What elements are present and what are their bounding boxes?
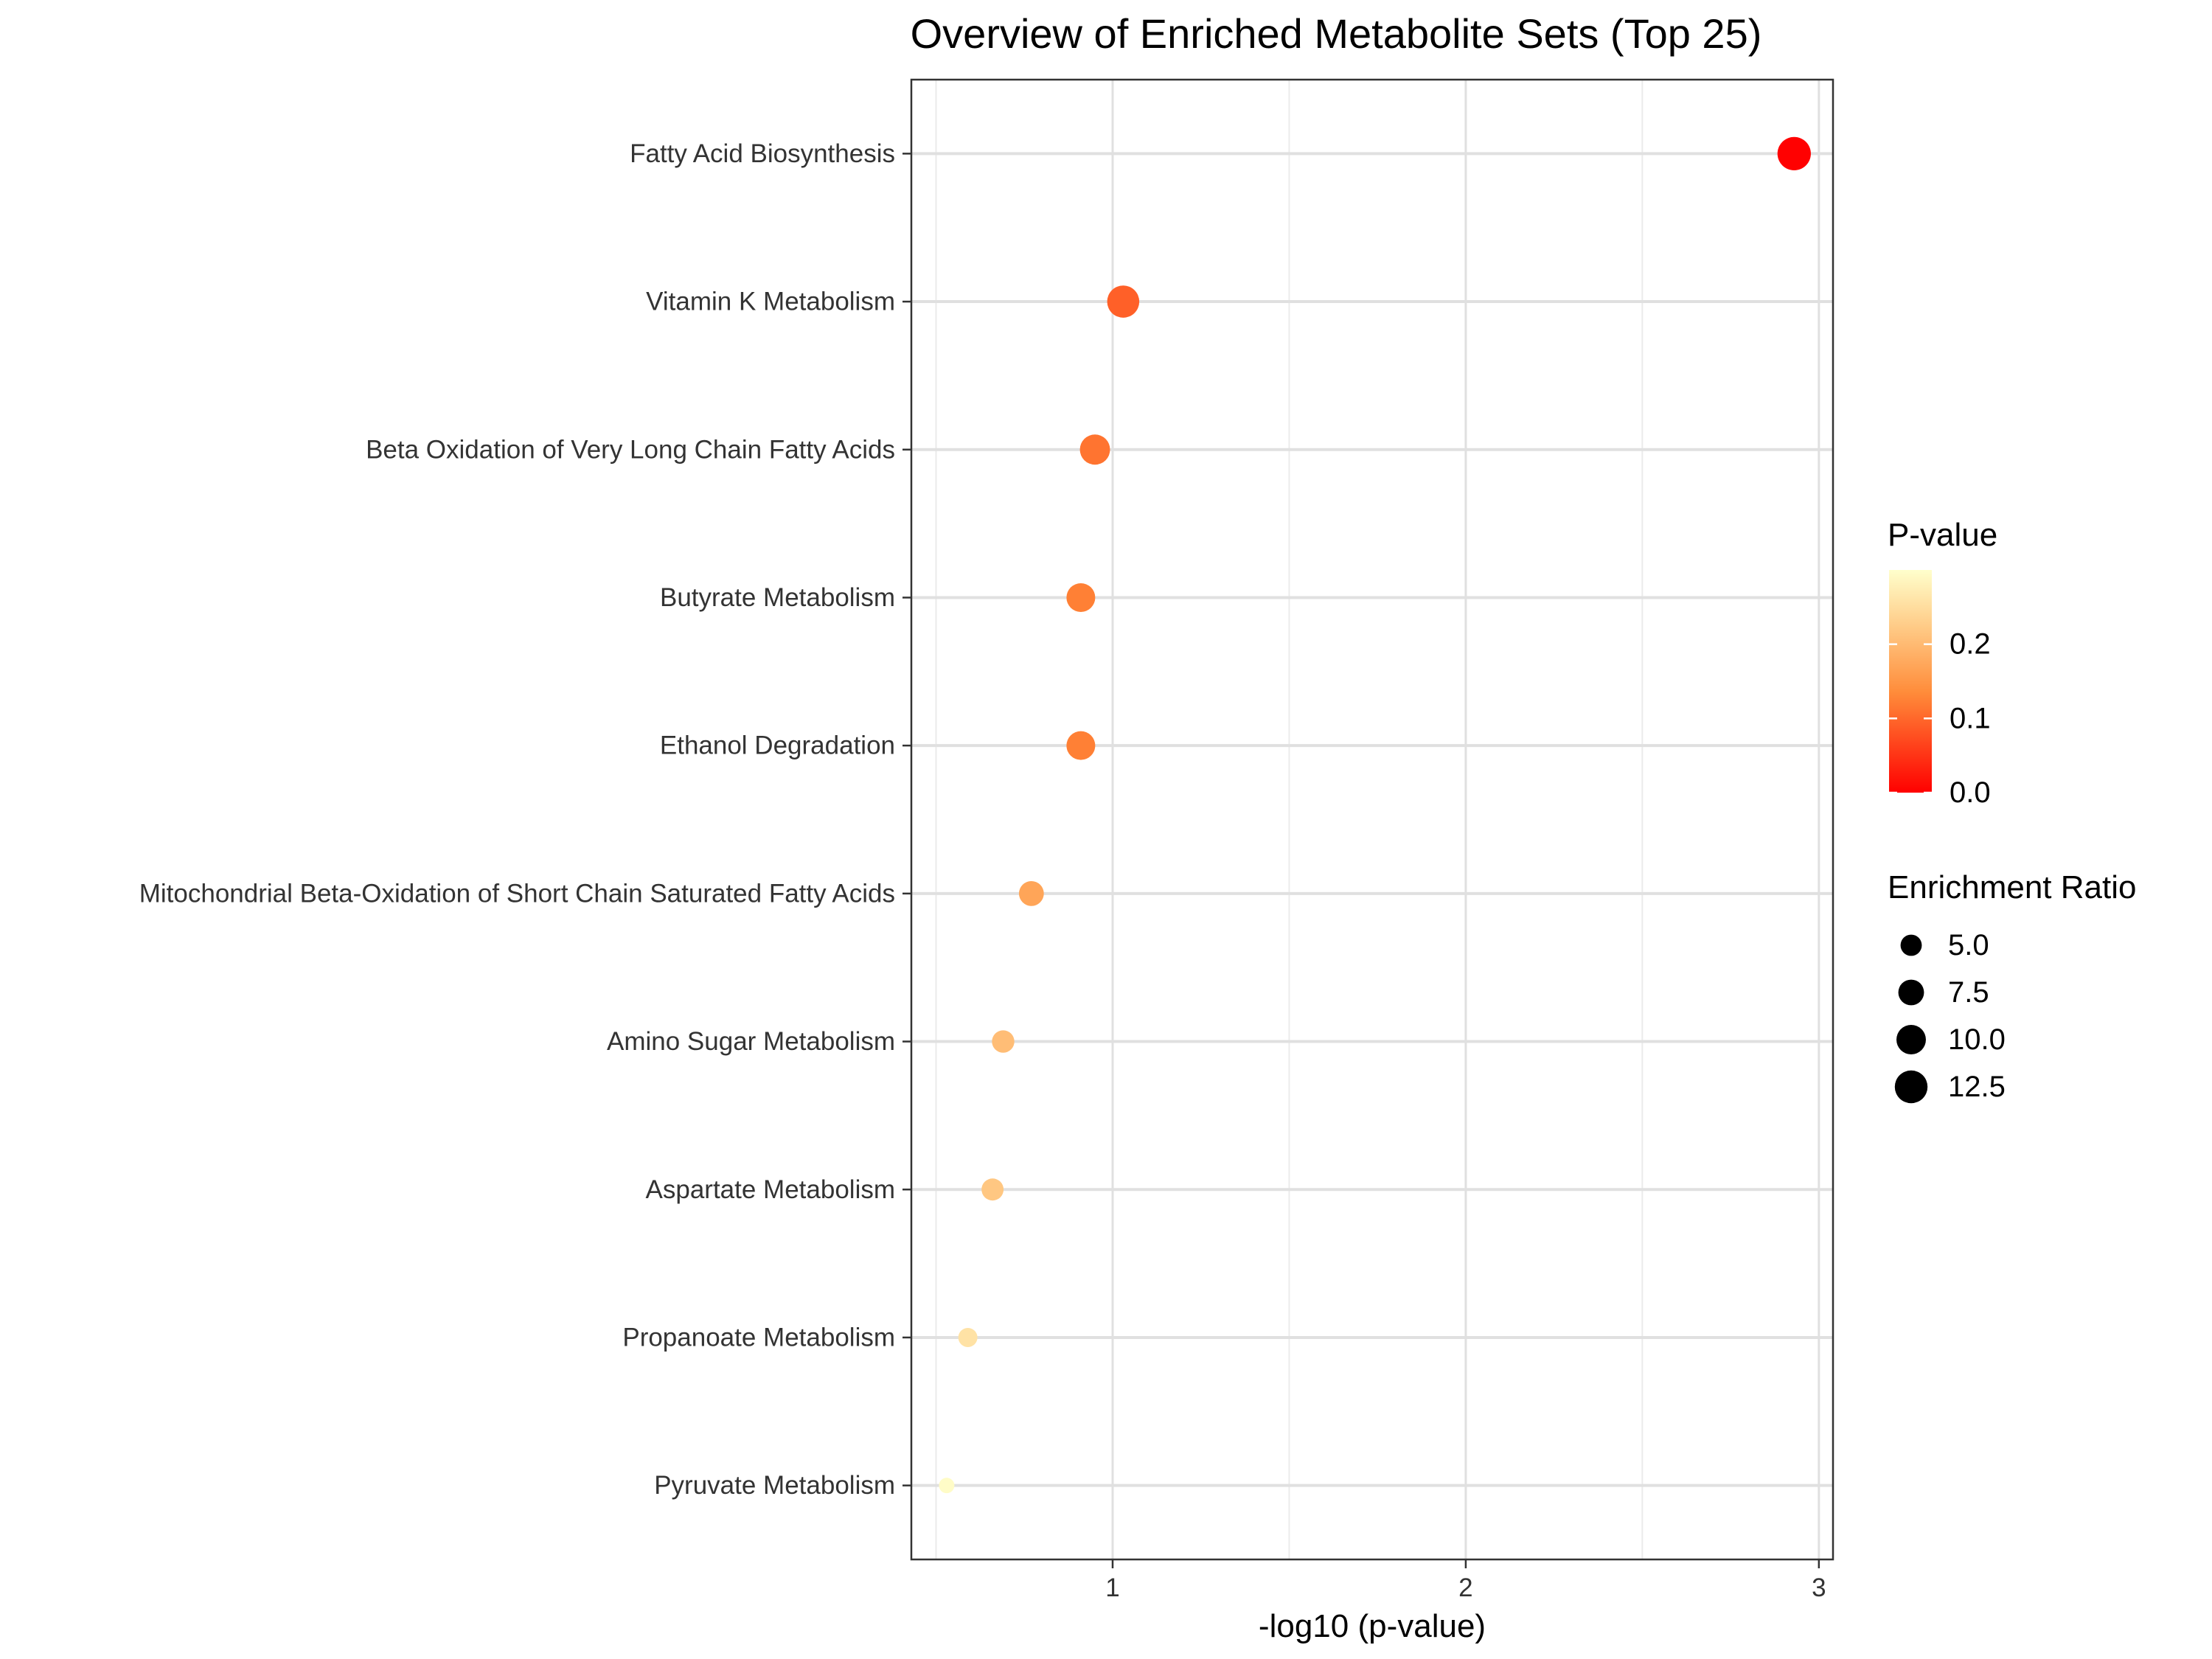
x-tick-label: 1 [1105,1573,1119,1602]
size-legend-key [1894,1070,1928,1104]
x-axis: 1 2 3 [1105,1559,1826,1602]
plot-panel-border [910,78,1834,1561]
size-legend-label: 12.5 [1948,1071,2006,1103]
y-axis: Fatty Acid Biosynthesis Vitamin K Metabol… [139,139,911,1500]
data-point [1066,582,1096,612]
y-tick-label: Vitamin K Metabolism [646,288,895,316]
size-legend-label: 7.5 [1948,976,1989,1009]
data-point [939,1478,955,1494]
data-point [1018,880,1044,906]
size-legend-items: 5.0 7.5 10.0 12.5 [1894,929,2006,1104]
colorbar-tick-label: 0.2 [1950,628,1991,661]
color-legend-ticks: 0.0 0.1 0.2 [1889,628,1991,809]
color-legend: P-value 0.0 0.1 0.2 [1888,517,1997,809]
colorbar-tick-label: 0.1 [1950,702,1991,734]
size-legend-label: 5.0 [1948,929,1989,961]
size-legend: Enrichment Ratio 5.0 7.5 10.0 12.5 [1888,869,2136,1104]
data-point [992,1030,1015,1053]
chart-title: Overview of Enriched Metabolite Sets (To… [911,10,1762,57]
data-point [1777,136,1811,170]
color-legend-title: P-value [1888,517,1997,553]
x-axis-title: -log10 (p-value) [1259,1608,1486,1644]
y-tick-label: Mitochondrial Beta-Oxidation of Short Ch… [139,879,895,908]
size-legend-label: 10.0 [1948,1023,2006,1056]
data-points [939,136,1811,1494]
colorbar-tick-label: 0.0 [1950,776,1991,809]
grid [911,80,1833,1559]
y-tick-label: Beta Oxidation of Very Long Chain Fatty … [366,435,895,464]
x-tick-label: 2 [1458,1573,1472,1602]
y-tick-label: Pyruvate Metabolism [654,1471,895,1500]
data-point [981,1178,1004,1201]
data-point [1107,285,1140,318]
size-legend-key [1900,934,1922,956]
size-legend-key [1898,979,1924,1006]
y-tick-label: Fatty Acid Biosynthesis [630,139,895,168]
y-tick-label: Ethanol Degradation [660,731,895,760]
y-tick-label: Butyrate Metabolism [660,583,895,612]
data-point [1066,731,1096,760]
x-tick-label: 3 [1812,1573,1826,1602]
y-tick-label: Propanoate Metabolism [622,1323,895,1352]
y-tick-label: Aspartate Metabolism [646,1175,895,1204]
data-point [958,1327,978,1347]
size-legend-key [1896,1025,1926,1054]
data-point [1079,434,1110,465]
size-legend-title: Enrichment Ratio [1888,869,2136,905]
y-tick-label: Amino Sugar Metabolism [607,1027,895,1056]
color-legend-colorbar [1889,570,1932,793]
